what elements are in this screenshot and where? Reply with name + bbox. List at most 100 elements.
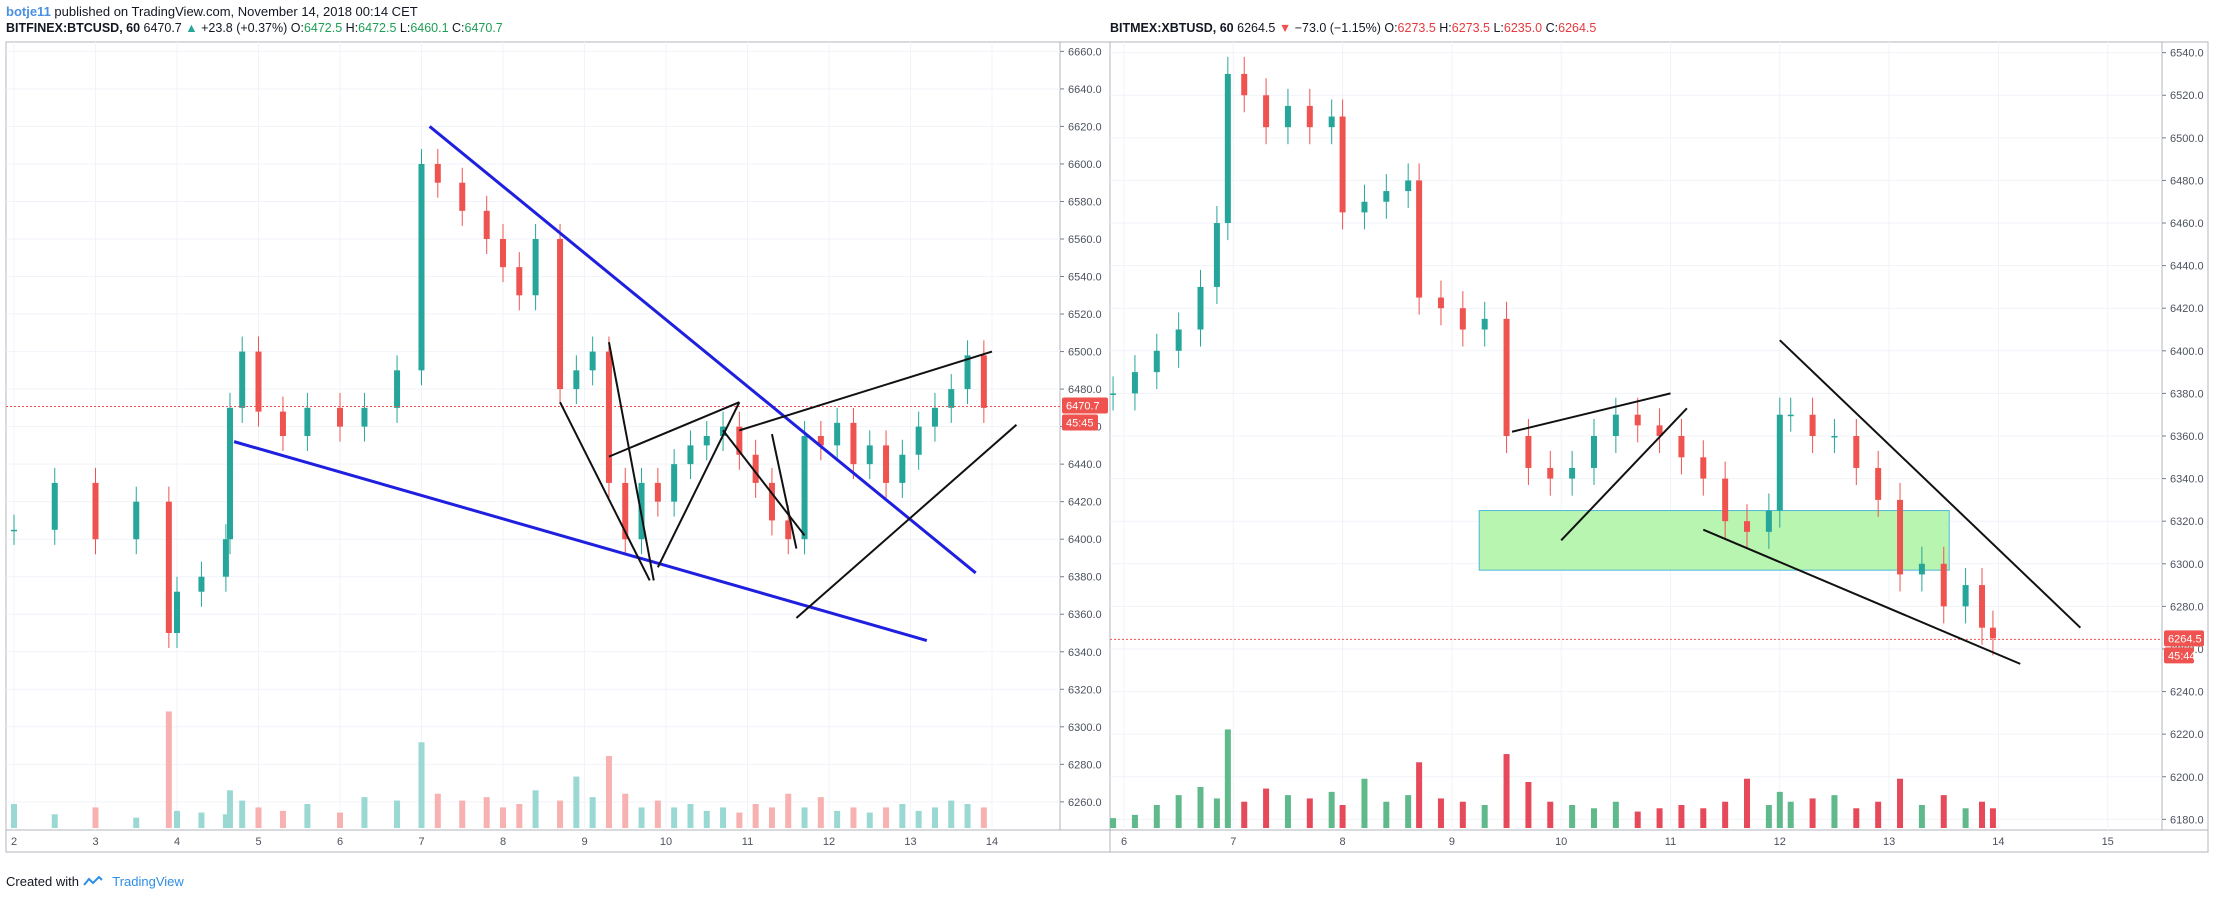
volume-bar <box>1875 801 1882 828</box>
x-tick-label: 13 <box>904 836 916 848</box>
candle-body <box>459 182 466 211</box>
volume-bar <box>1979 801 1986 828</box>
y-tick-label: 6220.0 <box>2170 729 2204 741</box>
candle-body <box>1744 521 1751 532</box>
candle-body <box>785 520 792 540</box>
candle-body <box>1383 191 1390 202</box>
candle-body <box>1765 510 1772 532</box>
volume-bar <box>1765 805 1772 828</box>
candle-body <box>1328 116 1335 128</box>
volume-bar <box>1989 808 1996 828</box>
volume-bar <box>1612 801 1619 828</box>
candle-body <box>226 407 233 540</box>
black-trendline <box>1511 392 1671 433</box>
volume-bar <box>51 814 58 828</box>
candle-body <box>964 355 971 390</box>
candle-body <box>1224 73 1231 224</box>
plot-frame <box>5 41 1061 831</box>
y-tick-label: 6460.0 <box>2170 218 2204 230</box>
candle-body <box>931 407 938 427</box>
author-name[interactable]: botje11 <box>6 4 51 19</box>
volume-bar <box>1525 782 1532 828</box>
created-with-text: Created with <box>6 874 79 889</box>
volume-bar <box>850 807 857 828</box>
tradingview-link[interactable]: TradingView <box>112 874 184 889</box>
y-tick-label: 6320.0 <box>1068 684 1102 696</box>
volume-bar <box>834 810 841 828</box>
candle-body <box>980 355 987 408</box>
candle-body <box>1897 499 1904 575</box>
volume-bar <box>1306 798 1313 828</box>
volume-bar <box>198 812 205 828</box>
right-close: 6264.5 <box>1558 21 1597 35</box>
volume-bar <box>899 804 906 828</box>
right-last-price: 6264.5 <box>1237 21 1276 35</box>
candle-body <box>222 539 229 577</box>
volume-bar <box>687 804 694 828</box>
volume-bar <box>226 790 233 828</box>
right-change: −73.0 (−1.15%) <box>1294 21 1381 35</box>
up-arrow-icon: ▲ <box>185 21 198 35</box>
volume-bar <box>1962 808 1969 828</box>
volume-bar <box>1853 808 1860 828</box>
y-tick-label: 6480.0 <box>2170 175 2204 187</box>
y-tick-label: 6380.0 <box>2170 388 2204 400</box>
volume-bar <box>720 807 727 828</box>
candle-body <box>165 501 172 633</box>
y-tick-label: 6540.0 <box>1068 272 1102 284</box>
volume-bar <box>165 711 172 828</box>
right-chart-header: BITMEX:XBTUSD, 60 6264.5 ▼ −73.0 (−1.15%… <box>1110 21 1597 35</box>
x-tick-label: 7 <box>1230 836 1236 848</box>
volume-bar <box>1224 729 1231 828</box>
x-tick-label: 7 <box>418 836 424 848</box>
candle-body <box>589 351 596 371</box>
candle-body <box>516 267 523 296</box>
volume-bar <box>557 800 564 828</box>
candle-body <box>483 210 490 239</box>
volume-bar <box>768 807 775 828</box>
y-tick-label: 6420.0 <box>2170 303 2204 315</box>
x-tick-label: 5 <box>255 836 261 848</box>
candle-body <box>1153 350 1160 373</box>
volume-bar <box>785 793 792 828</box>
x-tick-label: 9 <box>1449 836 1455 848</box>
black-trendline <box>559 401 651 581</box>
last-price-badge <box>2164 630 2204 647</box>
time-axis <box>5 829 1113 853</box>
left-change: +23.8 (+0.37%) <box>201 21 288 35</box>
y-tick-label: 6360.0 <box>2170 431 2204 443</box>
blue-trendline <box>233 440 928 642</box>
x-tick-label: 12 <box>1774 836 1786 848</box>
candle-body <box>532 239 539 296</box>
candle-body <box>198 576 205 592</box>
volume-bar <box>1569 805 1576 828</box>
volume-bar <box>1776 791 1783 828</box>
black-trendline <box>1779 339 2082 629</box>
volume-bar <box>1678 805 1685 828</box>
y-tick-label: 6300.0 <box>1068 722 1102 734</box>
volume-bar <box>1481 805 1488 828</box>
last-price-badge <box>1062 397 1108 414</box>
candle-body <box>92 482 99 540</box>
volume-bar <box>703 810 710 828</box>
x-tick-label: 9 <box>581 836 587 848</box>
candle-body <box>1263 95 1270 128</box>
volume-bar <box>671 807 678 828</box>
x-tick-label: 15 <box>2102 836 2114 848</box>
black-trendline <box>607 342 655 581</box>
candle-body <box>500 239 506 268</box>
volume-bar <box>1405 795 1412 828</box>
candle-body <box>1459 308 1466 330</box>
y-tick-label: 6560.0 <box>1068 234 1102 246</box>
volume-bar <box>964 804 971 828</box>
y-tick-label: 6320.0 <box>2170 516 2204 528</box>
y-tick-label: 6540.0 <box>2170 48 2204 60</box>
y-tick-label: 6420.0 <box>1068 497 1102 509</box>
volume-bar <box>1831 795 1838 828</box>
volume-bar <box>1110 818 1117 828</box>
x-tick-label: 13 <box>1883 836 1895 848</box>
volume-bar <box>1416 762 1423 828</box>
y-tick-label: 6400.0 <box>1068 534 1102 546</box>
y-tick-label: 6180.0 <box>2170 814 2204 826</box>
